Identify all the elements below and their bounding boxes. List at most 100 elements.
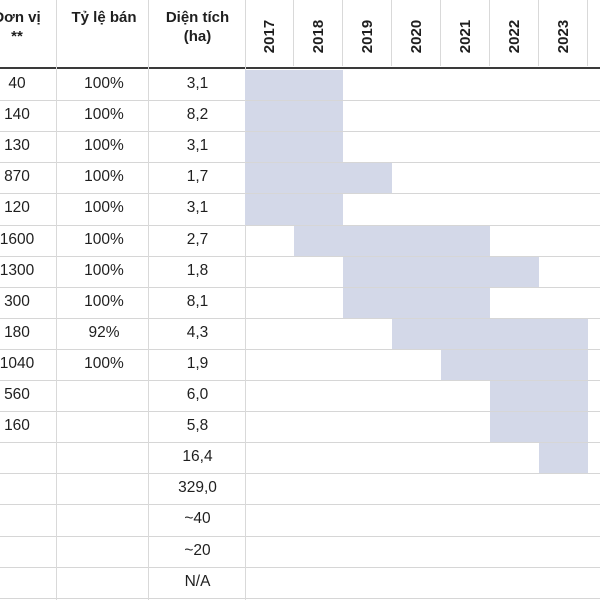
timeline-bar: [343, 257, 539, 287]
area-cell: 16,4: [182, 448, 213, 465]
year-divider: [440, 0, 441, 66]
units-cell: 160: [4, 417, 30, 434]
row-divider: [0, 567, 600, 568]
year-divider: [391, 0, 392, 66]
units-cell: 1600: [0, 231, 35, 248]
area-cell: 2,7: [186, 231, 209, 248]
column-header-area: Diện tích (ha): [165, 9, 230, 45]
timeline-bar: [490, 412, 588, 442]
units-cell: 870: [4, 168, 30, 185]
area-cell: 329,0: [178, 479, 217, 496]
row-divider: [0, 100, 600, 101]
row-divider: [0, 536, 600, 537]
row-divider: [0, 473, 600, 474]
year-label: 2023: [555, 19, 572, 53]
year-label: 2017: [261, 19, 278, 53]
area-cell: 5,8: [186, 417, 209, 434]
units-cell: 1040: [0, 355, 35, 372]
area-cell: 1,9: [186, 355, 209, 372]
year-header-2021: 2021: [441, 8, 490, 64]
sale-rate-cell: [58, 442, 150, 472]
sale-rate-cell: 92%: [88, 324, 120, 341]
column-divider: [245, 0, 246, 600]
year-divider: [293, 0, 294, 66]
year-header-2019: 2019: [343, 8, 392, 64]
timeline-bar: [245, 132, 343, 162]
row-divider: [0, 380, 600, 381]
sale-rate-cell: [58, 380, 150, 410]
year-header-2023: 2023: [539, 8, 588, 64]
area-cell: 6,0: [186, 386, 209, 403]
area-cell: 3,1: [186, 75, 209, 92]
timeline-bar: [441, 350, 588, 380]
area-cell: 1,8: [186, 262, 209, 279]
timeline-bar: [490, 381, 588, 411]
row-divider: [0, 598, 600, 599]
sale-rate-cell: [58, 567, 150, 597]
sale-rate-cell: 100%: [84, 75, 124, 92]
timeline-bar: [245, 101, 343, 131]
sale-rate-cell: 100%: [84, 262, 124, 279]
sale-rate-cell: 100%: [84, 231, 124, 248]
units-cell: [0, 442, 48, 472]
timeline-bar: [539, 443, 588, 473]
sale-rate-cell: [58, 473, 150, 503]
row-divider: [0, 131, 600, 132]
year-header-2022: 2022: [490, 8, 539, 64]
area-cell: 8,2: [186, 106, 209, 123]
sale-rate-cell: [58, 411, 150, 441]
units-cell: 120: [4, 199, 30, 216]
row-divider: [0, 256, 600, 257]
column-divider: [56, 0, 57, 600]
units-cell: [0, 567, 48, 597]
timeline-bar: [245, 163, 392, 193]
column-divider: [148, 0, 149, 600]
area-cell: N/A: [184, 573, 211, 590]
units-cell: 1300: [0, 262, 35, 279]
year-header-2017: 2017: [245, 8, 294, 64]
row-divider: [0, 162, 600, 163]
area-cell: 1,7: [186, 168, 209, 185]
area-cell: 3,1: [186, 137, 209, 154]
sale-rate-cell: 100%: [84, 355, 124, 372]
units-cell: [0, 504, 48, 534]
year-divider: [587, 0, 588, 66]
units-cell: 140: [4, 106, 30, 123]
row-divider: [0, 349, 600, 350]
units-cell: 180: [4, 324, 30, 341]
timeline-bar: [245, 194, 343, 225]
sale-rate-cell: [58, 504, 150, 534]
units-cell: [0, 536, 48, 566]
year-divider: [538, 0, 539, 66]
year-label: 2019: [359, 19, 376, 53]
row-divider: [0, 225, 600, 226]
area-cell: 4,3: [186, 324, 209, 341]
year-label: 2020: [408, 19, 425, 53]
sale-rate-cell: 100%: [84, 293, 124, 310]
year-label: 2022: [506, 19, 523, 53]
sale-rate-cell: 100%: [84, 106, 124, 123]
timeline-bar: [343, 288, 490, 318]
sale-rate-cell: 100%: [84, 199, 124, 216]
timeline-bar: [294, 226, 490, 256]
units-cell: 300: [4, 293, 30, 310]
timeline-bar: [392, 319, 588, 349]
row-divider: [0, 504, 600, 505]
area-cell: 8,1: [186, 293, 209, 310]
timeline-bar: [245, 70, 343, 100]
row-divider: [0, 287, 600, 288]
row-divider: [0, 318, 600, 319]
year-header-2018: 2018: [294, 8, 343, 64]
year-label: 2021: [457, 19, 474, 53]
area-cell: 3,1: [186, 199, 209, 216]
sale-rate-cell: [58, 536, 150, 566]
year-label: 2018: [310, 19, 327, 53]
units-cell: 560: [4, 386, 30, 403]
units-cell: 40: [8, 75, 26, 92]
header-rule: [0, 67, 600, 69]
year-header-2020: 2020: [392, 8, 441, 64]
sale-rate-cell: 100%: [84, 168, 124, 185]
sale-rate-cell: 100%: [84, 137, 124, 154]
units-cell: [0, 473, 48, 503]
